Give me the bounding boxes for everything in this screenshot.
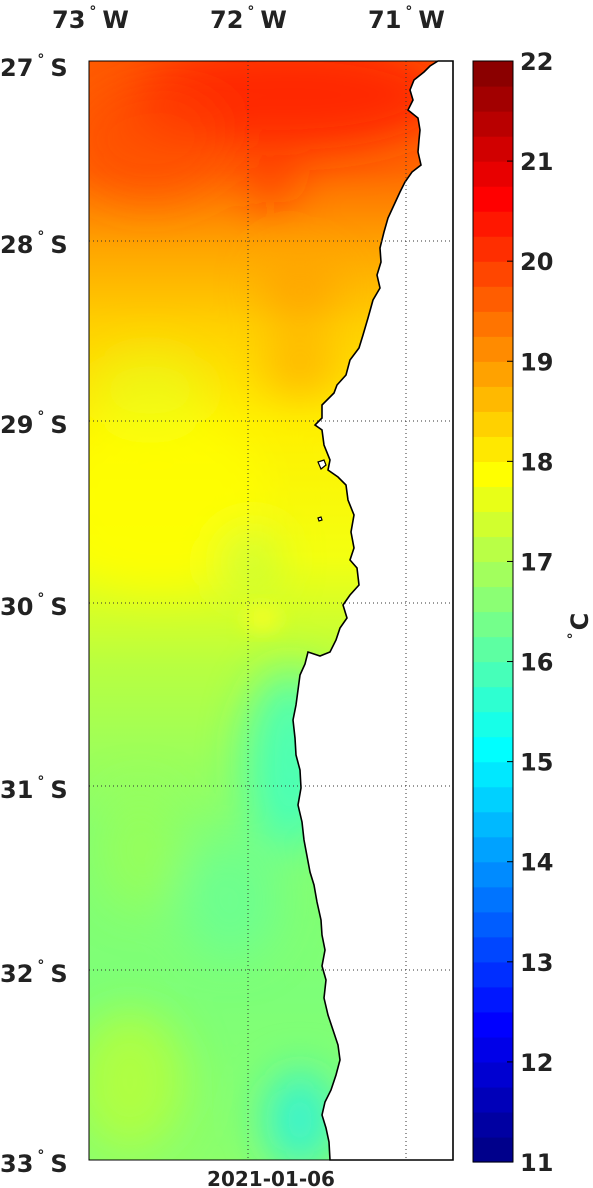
colorbar-tick-label: 18 [520,448,553,476]
colorbar-band [473,386,513,412]
colorbar-tick-label: 21 [520,148,553,176]
colorbar-band [473,361,513,387]
lon-label-73: 73 ° W [52,4,129,34]
colorbar-band [473,536,513,563]
colorbar: 22 21 20 19 18 17 16 15 14 13 12 11 °C [472,48,593,1177]
island [317,516,323,522]
colorbar-band [473,111,513,137]
colorbar-band [473,786,513,813]
colorbar-band [473,211,513,237]
colorbar-band [473,586,513,613]
colorbar-frame [472,60,514,1163]
lat-label-33: 33 ° S [0,1148,68,1178]
longitude-labels: 73 ° W 72 ° W 71 ° W [52,4,445,34]
colorbar-band [473,986,513,1013]
colorbar-band [473,911,513,938]
graticule [89,61,453,1160]
colorbar-band [473,236,513,262]
colorbar-band [473,761,513,788]
colorbar-band [473,136,513,162]
colorbar-band [473,736,513,763]
colorbar-band [473,311,513,337]
colorbar-band [473,1111,513,1138]
lat-label-28: 28 ° S [0,229,68,259]
colorbar-tick-label: 13 [520,949,553,977]
colorbar-band [473,836,513,863]
colorbar-band [473,861,513,888]
land-mask [292,60,454,1161]
latitude-labels: 27 ° S 28 ° S 29 ° S 30 ° S 31 ° S 32 ° S 33 ° S [0,52,68,1178]
colorbar-band [473,886,513,913]
colorbar-band [473,436,513,462]
colorbar-band [473,1086,513,1113]
colorbar-band [473,161,513,187]
colorbar-band [473,186,513,212]
colorbar-tick-label: 11 [520,1149,553,1177]
colorbar-band [473,961,513,988]
colorbar-tick-label: 20 [520,248,553,276]
colorbar-band [473,411,513,437]
colorbar-band [473,86,513,112]
lat-label-29: 29 ° S [0,409,68,439]
colorbar-band [473,661,513,688]
colorbar-band [473,711,513,738]
colorbar-tick-label: 16 [520,649,553,677]
colorbar-band [473,1036,513,1063]
colorbar-bands [473,61,513,1163]
lon-label-72: 72 ° W [210,4,287,34]
lat-label-32: 32 ° S [0,958,68,988]
date-label: 2021-01-06 [207,1167,335,1188]
colorbar-unit-label: °C [566,613,593,640]
colorbar-band [473,486,513,513]
map-frame [88,60,454,1161]
colorbar-band [473,561,513,588]
colorbar-band [473,511,513,538]
colorbar-band [473,1011,513,1038]
colorbar-band [473,1136,513,1163]
lat-label-30: 30 ° S [0,591,68,621]
colorbar-band [473,611,513,638]
island [317,459,327,470]
colorbar-tick-label: 19 [520,348,553,376]
lon-label-71: 71 ° W [368,4,445,34]
colorbar-band [473,61,513,87]
colorbar-tick-label: 12 [520,1049,553,1077]
colorbar-tick-label: 15 [520,749,553,777]
lat-label-31: 31 ° S [0,774,68,804]
colorbar-band [473,636,513,663]
colorbar-band [473,686,513,713]
colorbar-band [473,336,513,362]
colorbar-band [473,1061,513,1088]
colorbar-tick-label: 14 [520,849,553,877]
colorbar-band [473,936,513,963]
colorbar-band [473,286,513,312]
colorbar-tick-label: 17 [520,548,553,576]
colorbar-ticks: 22 21 20 19 18 17 16 15 14 13 12 11 [507,48,553,1177]
colorbar-band [473,261,513,287]
colorbar-tick-label: 22 [520,48,553,76]
colorbar-band [473,461,513,487]
lat-label-27: 27 ° S [0,52,68,82]
colorbar-band [473,811,513,838]
